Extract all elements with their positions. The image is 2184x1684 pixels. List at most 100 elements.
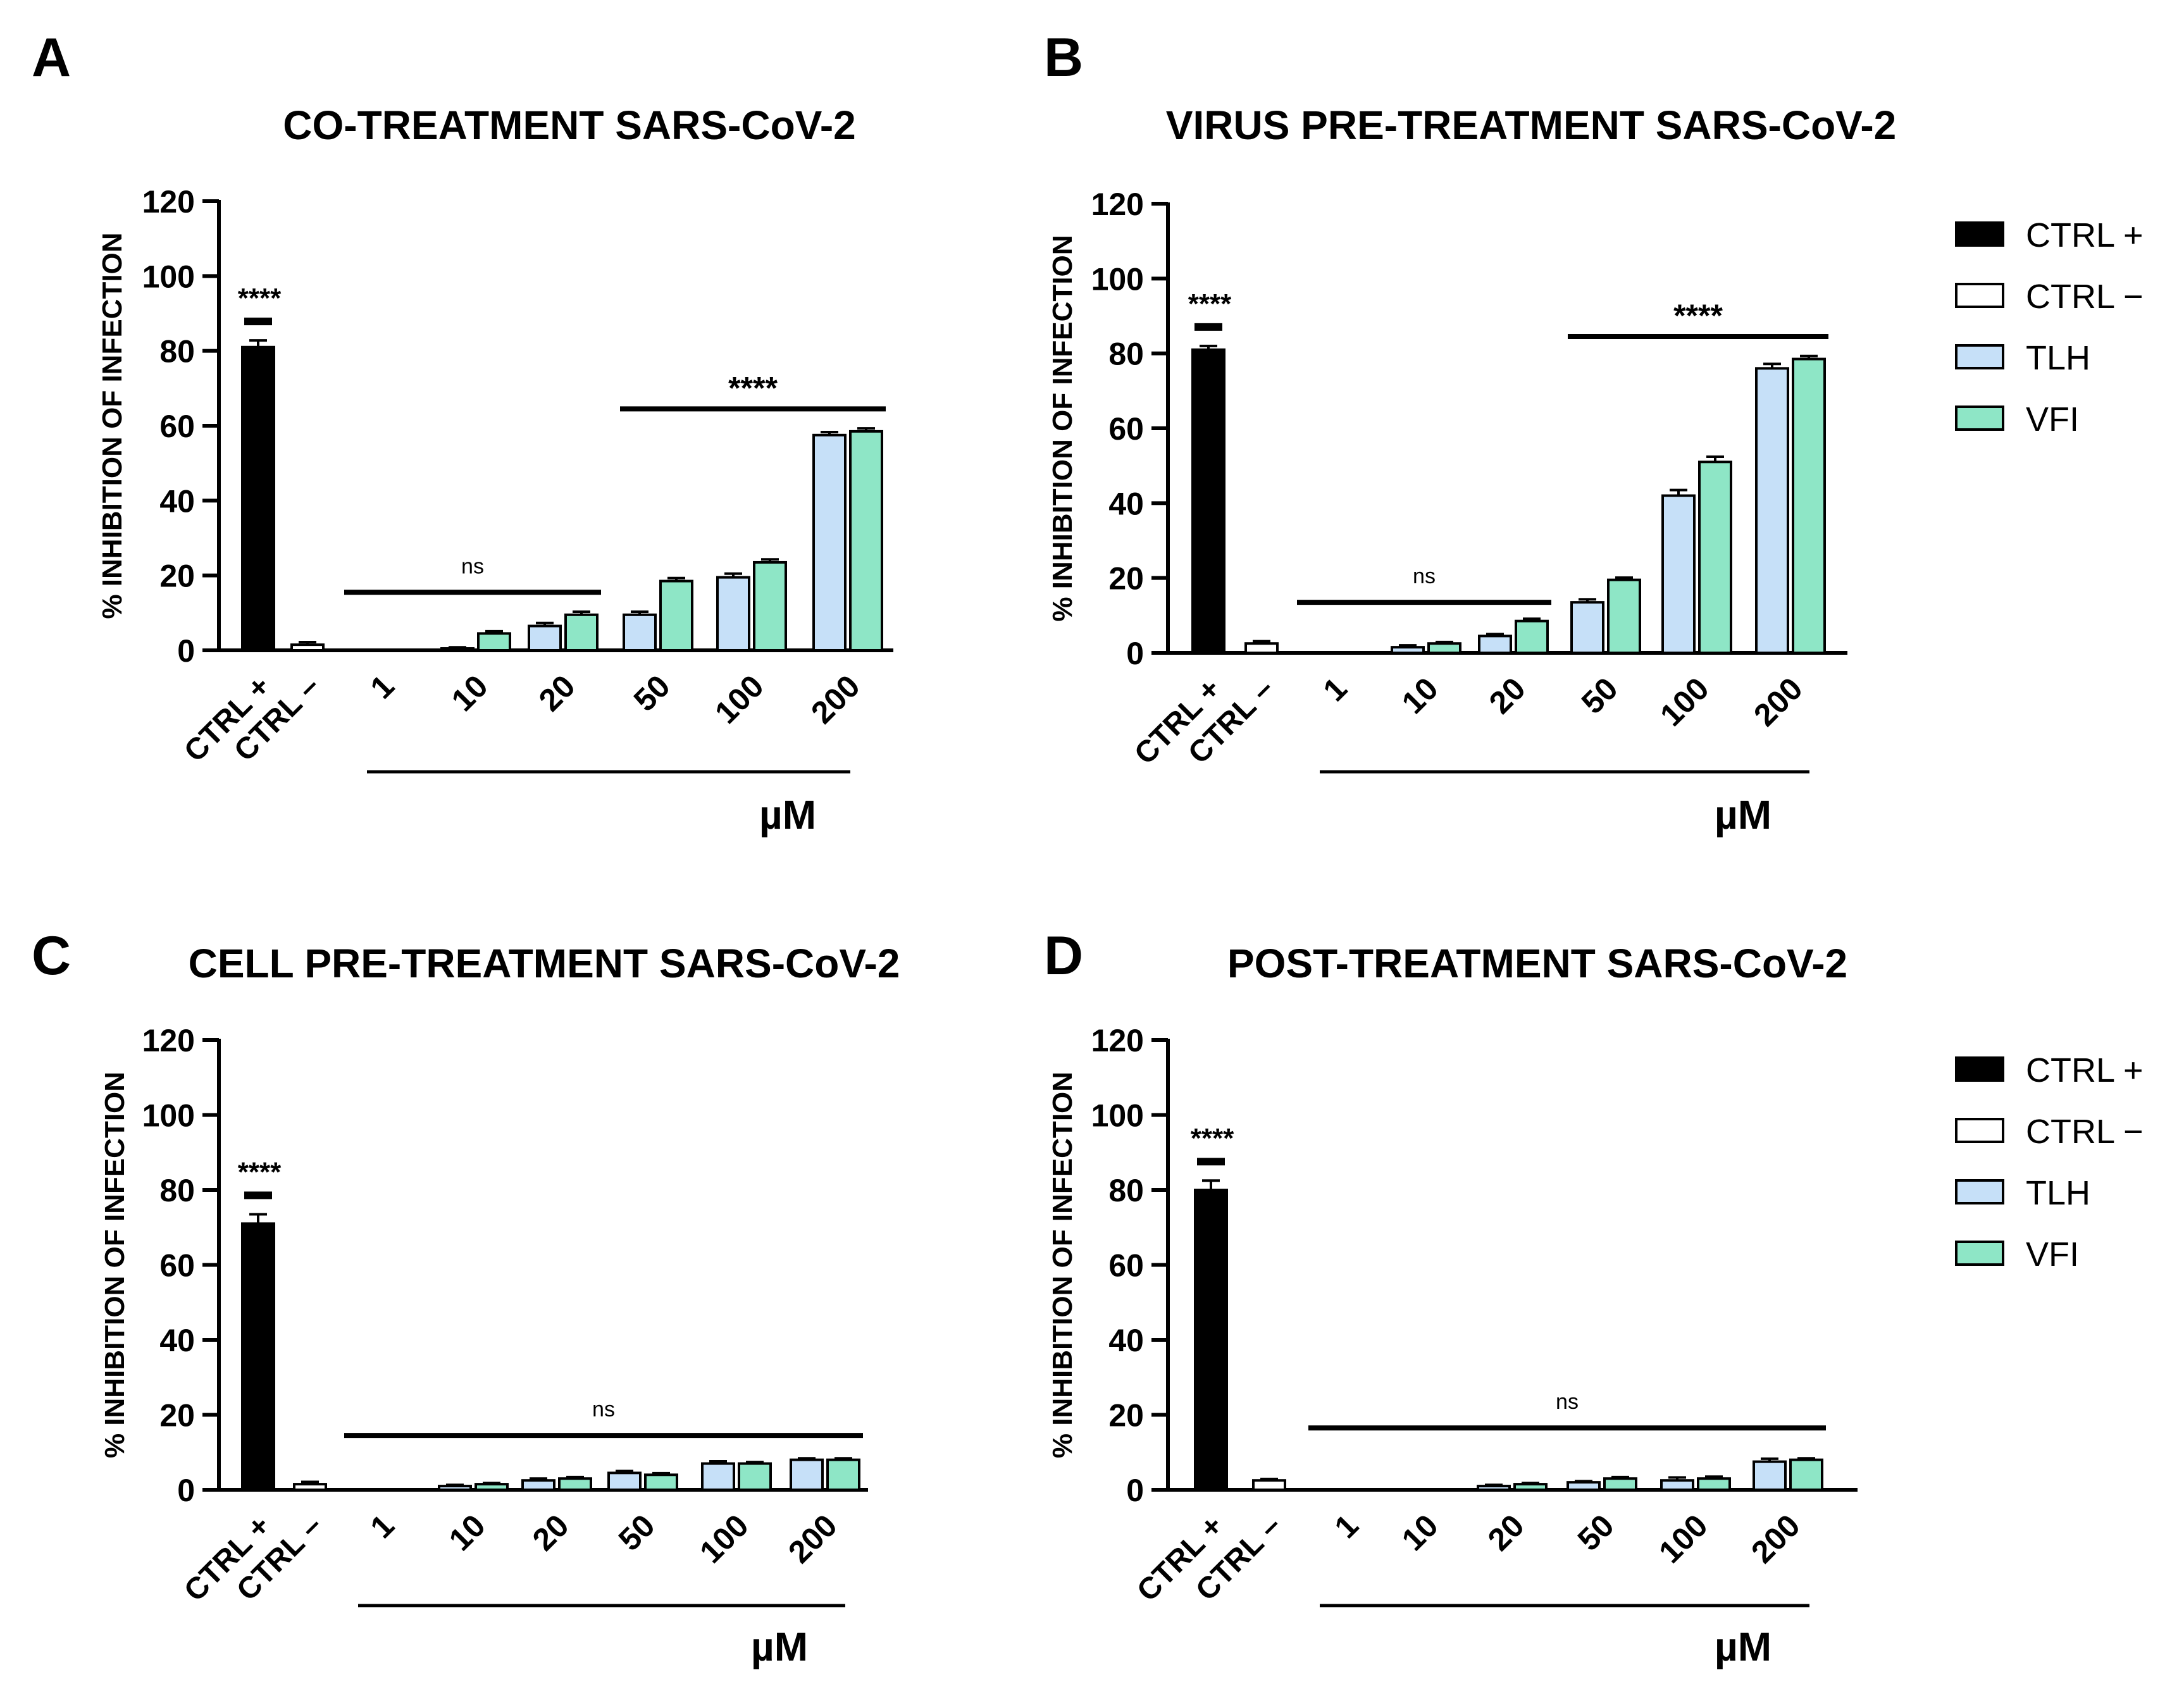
bar-tlh-200 — [790, 1458, 824, 1492]
x-tick-label: 50 — [1575, 671, 1625, 721]
bar-ctrl-positive — [1191, 348, 1225, 654]
x-tick-label: 50 — [627, 668, 677, 718]
y-tick-label: 20 — [1108, 561, 1144, 597]
bar-vfi-10 — [477, 632, 511, 652]
bar-vfi-100 — [738, 1462, 772, 1491]
bar-tlh-10 — [1391, 646, 1425, 654]
significance-label: ns — [461, 554, 484, 578]
significance-label: **** — [1191, 1123, 1234, 1154]
legend-swatch — [1955, 344, 2004, 369]
bar-ctrl-negative — [290, 643, 325, 652]
x-axis-unit-label: µM — [1715, 792, 1771, 838]
legend-swatch — [1955, 283, 2004, 308]
bar-vfi-50 — [1607, 578, 1641, 654]
bar-vfi-10 — [475, 1483, 509, 1492]
x-tick-label: 20 — [1481, 1508, 1531, 1557]
bar-vfi-200 — [1792, 357, 1826, 655]
y-tick-label: 60 — [1108, 411, 1144, 447]
panel-a: A CO-TREATMENT SARS-CoV-2 % INHIBITION OF … — [32, 27, 893, 838]
legend-b: CTRL + CTRL − TLH VFI — [1955, 216, 2144, 438]
x-tick-label: 100 — [1653, 671, 1716, 733]
x-tick-label: 20 — [532, 668, 582, 718]
bar-vfi-50 — [1603, 1477, 1637, 1492]
bar-vfi-200 — [1789, 1458, 1823, 1492]
bar-vfi-200 — [826, 1458, 860, 1492]
x-tick-label: 1 — [1328, 1508, 1365, 1545]
panel-letter: A — [32, 27, 71, 88]
y-axis-label: % INHIBITION OF INFECTION — [97, 232, 128, 619]
legend-swatch — [1955, 1056, 2004, 1082]
bar-tlh-200 — [812, 433, 847, 652]
y-tick-label: 120 — [1091, 187, 1144, 222]
x-tick-label: 100 — [1652, 1508, 1715, 1570]
legend-swatch — [1955, 1241, 2004, 1266]
y-tick-label: 40 — [1108, 486, 1144, 521]
y-tick-label: 80 — [159, 334, 195, 369]
legend-label: TLH — [2026, 339, 2090, 377]
bar-vfi-200 — [849, 430, 883, 652]
bar-tlh-100 — [701, 1462, 735, 1491]
bar-ctrl-positive — [241, 1222, 275, 1491]
x-tick-label: 1 — [364, 668, 401, 705]
y-tick-label: 20 — [1108, 1398, 1144, 1433]
panel-d: D POST-TREATMENT SARS-CoV-2 % INHIBITION O… — [1044, 926, 1858, 1669]
x-tick-label: 1 — [1317, 671, 1354, 708]
bar-tlh-20 — [1478, 635, 1512, 654]
y-tick-label: 80 — [159, 1173, 195, 1208]
chart-title: VIRUS PRE-TREATMENT SARS-CoV-2 — [1166, 102, 1896, 148]
y-tick-label: 100 — [1091, 1098, 1144, 1134]
legend-swatch — [1955, 221, 2004, 247]
panel-c: C CELL PRE-TREATMENT SARS-CoV-2 % INHIBITI… — [32, 926, 900, 1669]
bar-vfi-20 — [1515, 619, 1549, 654]
x-axis-unit-label: µM — [1715, 1624, 1771, 1669]
y-tick-label: 120 — [142, 184, 195, 220]
bar-tlh-100 — [716, 576, 750, 652]
bar-tlh-200 — [1755, 367, 1789, 654]
bar-tlh-50 — [623, 613, 657, 652]
bar-vfi-20 — [1513, 1483, 1548, 1492]
legend-swatch — [1955, 406, 2004, 431]
chart-title: CO-TREATMENT SARS-CoV-2 — [283, 102, 855, 148]
panel-b: B VIRUS PRE-TREATMENT SARS-CoV-2 % INHIBIT… — [1044, 27, 1896, 838]
bar-tlh-10 — [440, 647, 475, 652]
x-tick-label: 1 — [364, 1508, 401, 1545]
legend-swatch — [1955, 1118, 2004, 1143]
y-tick-label: 40 — [159, 483, 195, 519]
significance-label: **** — [238, 1157, 282, 1188]
bar-tlh-50 — [607, 1471, 642, 1491]
bar-vfi-50 — [644, 1473, 678, 1492]
bar-vfi-10 — [1427, 642, 1461, 654]
y-tick-label: 120 — [1091, 1023, 1144, 1058]
panel-letter: D — [1044, 926, 1083, 986]
bar-tlh-50 — [1570, 601, 1604, 654]
significance-label: ns — [1556, 1390, 1579, 1414]
y-tick-label: 60 — [1108, 1248, 1144, 1284]
bar-vfi-20 — [558, 1477, 592, 1492]
bar-tlh-20 — [1477, 1485, 1511, 1491]
legend-label: CTRL + — [2026, 216, 2144, 254]
significance-label: **** — [1673, 298, 1723, 333]
significance-label: ns — [592, 1397, 615, 1421]
x-axis-unit-label: µM — [751, 1624, 808, 1669]
x-tick-label: 50 — [612, 1508, 662, 1557]
bar-tlh-20 — [528, 624, 562, 652]
legend-label: VFI — [2026, 400, 2079, 438]
legend-d: CTRL + CTRL − TLH VFI — [1955, 1051, 2144, 1273]
legend-label: CTRL − — [2026, 1113, 2144, 1151]
bar-vfi-50 — [659, 579, 693, 652]
y-tick-label: 60 — [159, 1248, 195, 1284]
x-tick-label: 20 — [1482, 671, 1532, 721]
y-tick-label: 80 — [1108, 337, 1144, 372]
y-tick-label: 40 — [159, 1323, 195, 1358]
x-tick-label: 10 — [1395, 671, 1445, 721]
y-tick-label: 0 — [177, 1473, 195, 1508]
x-tick-label: 10 — [442, 1508, 492, 1557]
x-tick-label: 100 — [708, 668, 771, 731]
significance-label: **** — [1188, 288, 1232, 319]
y-axis-label: % INHIBITION OF INFECTION — [1047, 235, 1078, 621]
bar-ctrl-positive — [241, 345, 275, 652]
y-tick-label: 0 — [1126, 1473, 1144, 1508]
y-tick-label: 100 — [142, 1098, 195, 1134]
bar-vfi-100 — [1698, 461, 1732, 654]
